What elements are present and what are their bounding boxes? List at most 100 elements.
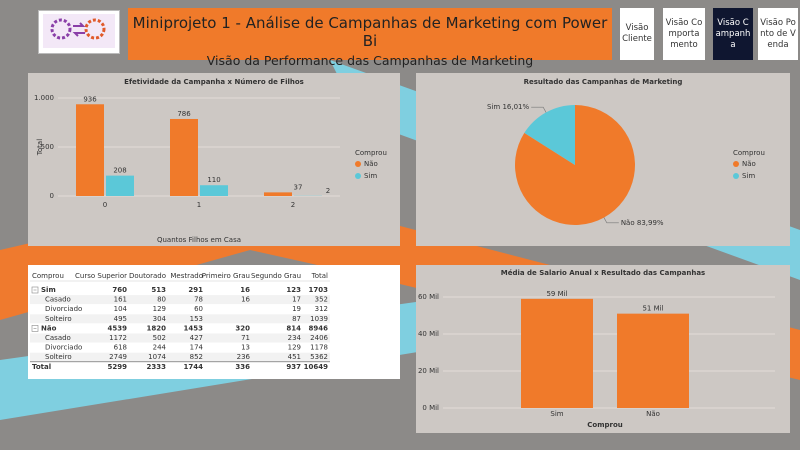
slice-value: 16,01% <box>502 103 529 111</box>
cell: 495 <box>114 315 127 323</box>
cell: 2749 <box>109 353 127 361</box>
cell: 19 <box>292 305 301 313</box>
row-stripe <box>30 295 330 305</box>
data-label: 37 <box>294 183 303 191</box>
logo <box>38 10 120 54</box>
y-tick-label: 1.000 <box>34 94 54 102</box>
cell: 427 <box>190 334 203 342</box>
row-label: Divorciado <box>45 344 82 352</box>
column-header: Total <box>311 272 328 280</box>
y-tick-label: 500 <box>41 143 54 151</box>
nav-button[interactable]: Visão Comportamento <box>663 8 705 60</box>
legend-title: Comprou <box>733 149 765 157</box>
cell: 16 <box>241 296 250 304</box>
legend-label: Não <box>742 160 756 168</box>
cell: 80 <box>157 296 166 304</box>
cell: 1453 <box>184 324 204 332</box>
row-label: Divorciado <box>45 305 82 313</box>
slice-name: Não <box>621 219 635 227</box>
cell: 937 <box>286 363 301 371</box>
y-tick-label: 40 Mil <box>418 330 439 338</box>
slice-name: Sim <box>487 103 500 111</box>
panel <box>416 265 790 433</box>
logo-icon <box>43 14 115 48</box>
legend-swatch <box>355 173 361 179</box>
x-tick-label: 0 <box>103 201 107 209</box>
data-label: 208 <box>113 167 126 175</box>
row-label: Casado <box>45 296 71 304</box>
cell: 1820 <box>147 324 167 332</box>
cell: 304 <box>153 315 167 323</box>
y-tick-label: 0 <box>50 192 54 200</box>
leader-line <box>603 217 619 224</box>
row-stripe <box>30 314 330 324</box>
y-tick-label: 20 Mil <box>418 367 439 375</box>
cell: 1172 <box>109 334 127 342</box>
cell: 852 <box>190 353 203 361</box>
bar <box>106 175 134 196</box>
data-label: 936 <box>83 95 97 103</box>
column-header: Curso Superior <box>75 272 127 280</box>
bar <box>521 298 593 408</box>
nav-button[interactable]: Visão Cliente <box>620 8 654 60</box>
y-tick-label: 0 Mil <box>422 404 439 412</box>
nav-button[interactable]: Visão Campanha <box>713 8 753 60</box>
data-label: 51 Mil <box>642 305 663 313</box>
legend-label: Sim <box>364 172 377 180</box>
title: Miniprojeto 1 - Análise de Campanhas de … <box>132 14 608 50</box>
nav-button[interactable]: Visão Ponto de Venda <box>758 8 798 60</box>
leader-line <box>531 106 547 113</box>
cell: 71 <box>241 334 250 342</box>
cell: 161 <box>114 296 127 304</box>
row-label: Solteiro <box>45 315 72 323</box>
x-axis-label: Comprou <box>587 421 623 429</box>
data-label: Não 83,99% <box>621 219 664 227</box>
column-header: Primeiro Grau <box>202 272 250 280</box>
cell: 10649 <box>304 363 328 371</box>
cell: 502 <box>153 334 166 342</box>
row-label: Não <box>41 324 57 332</box>
data-label: 2 <box>326 187 330 195</box>
gear <box>50 18 72 40</box>
data-label: 786 <box>177 110 191 118</box>
x-tick-label: Sim <box>550 410 563 418</box>
gear <box>84 18 106 40</box>
cell: 1074 <box>148 353 166 361</box>
cell: 174 <box>190 344 204 352</box>
cell: 291 <box>188 286 203 294</box>
cell: 760 <box>112 286 127 294</box>
cell: 2333 <box>147 363 167 371</box>
cell: 451 <box>288 353 301 361</box>
bar <box>264 192 292 196</box>
chart-title: Média de Salario Anual x Resultado das C… <box>501 269 705 277</box>
header: Miniprojeto 1 - Análise de Campanhas de … <box>128 8 612 68</box>
data-label: Sim 16,01% <box>487 103 529 111</box>
data-label: 110 <box>207 176 220 184</box>
cell: 17 <box>292 296 301 304</box>
column-header: Comprou <box>32 272 64 280</box>
x-tick-label: Não <box>646 410 660 418</box>
cell: 236 <box>237 353 251 361</box>
row-stripe <box>30 343 330 353</box>
column-header: Segundo Grau <box>251 272 301 280</box>
legend-swatch <box>733 161 739 167</box>
row-stripe <box>30 304 330 314</box>
legend-label: Sim <box>742 172 755 180</box>
cell: 234 <box>288 334 302 342</box>
cell: 78 <box>194 296 203 304</box>
bar <box>617 313 689 408</box>
cell: 312 <box>315 305 328 313</box>
legend-title: Comprou <box>355 149 387 157</box>
x-tick-label: 2 <box>291 201 295 209</box>
cell: 104 <box>114 305 128 313</box>
cell: 1703 <box>309 286 329 294</box>
cell: 2406 <box>310 334 328 342</box>
cell: 123 <box>286 286 301 294</box>
column-header: Doutorado <box>129 272 166 280</box>
legend-swatch <box>733 173 739 179</box>
cell: 1039 <box>310 315 328 323</box>
cell: 513 <box>151 286 166 294</box>
bar <box>200 185 228 196</box>
